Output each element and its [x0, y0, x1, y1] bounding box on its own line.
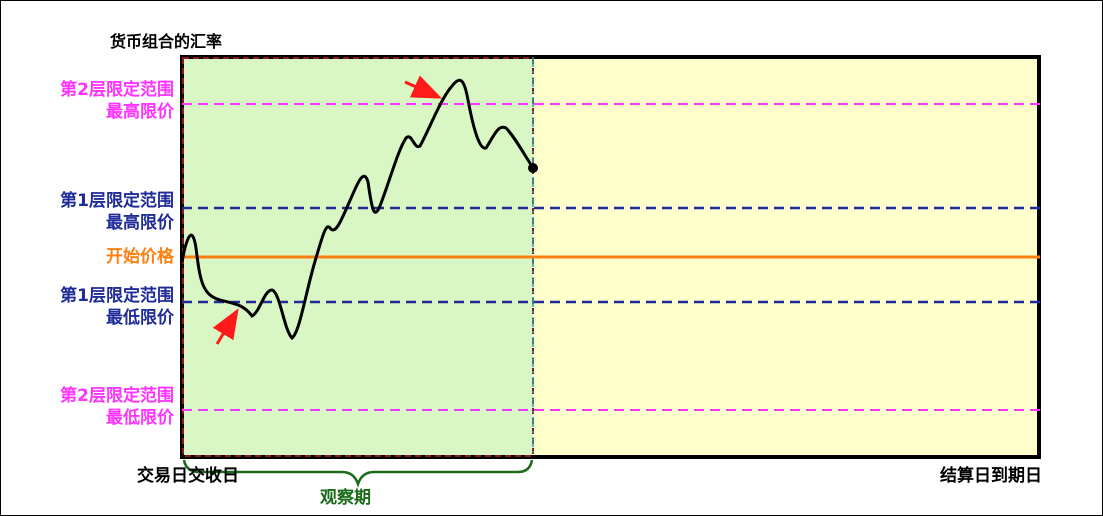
level-2-low-label: 第2层限定范围 最低限价: [10, 385, 174, 429]
level-1-high-label-line2: 最高限价: [106, 213, 174, 233]
chart-title: 货币组合的汇率: [110, 32, 223, 51]
level-1-high-label: 第1层限定范围 最高限价: [10, 190, 174, 234]
level-2-high-label: 第2层限定范围 最高限价: [10, 79, 174, 123]
observation-period-label: 观察期: [320, 488, 371, 508]
level-1-low-label-line2: 最低限价: [106, 308, 174, 328]
price-curve: [180, 78, 535, 340]
level-1-high-label-line1: 第1层限定范围: [60, 191, 174, 211]
observation-dashed-border: [182, 57, 534, 457]
arrow-high-icon: [404, 75, 443, 99]
arrow-low-icon: [212, 308, 239, 345]
level-2-high-label-line2: 最高限价: [106, 102, 174, 122]
start-price-label: 开始价格: [106, 247, 174, 267]
level-2-low-label-line1: 第2层限定范围: [60, 386, 174, 406]
curve-end-point: [528, 163, 538, 173]
level-2-low-label-line2: 最低限价: [106, 408, 174, 428]
level-1-low-label: 第1层限定范围 最低限价: [10, 285, 174, 329]
level-1-low-label-line1: 第1层限定范围: [60, 286, 174, 306]
level-2-high-label-line1: 第2层限定范围: [60, 80, 174, 100]
trade-date-label: 交易日交收日: [137, 466, 239, 486]
settlement-date-label: 结算日到期日: [940, 466, 1042, 486]
observation-brace: [182, 459, 534, 488]
